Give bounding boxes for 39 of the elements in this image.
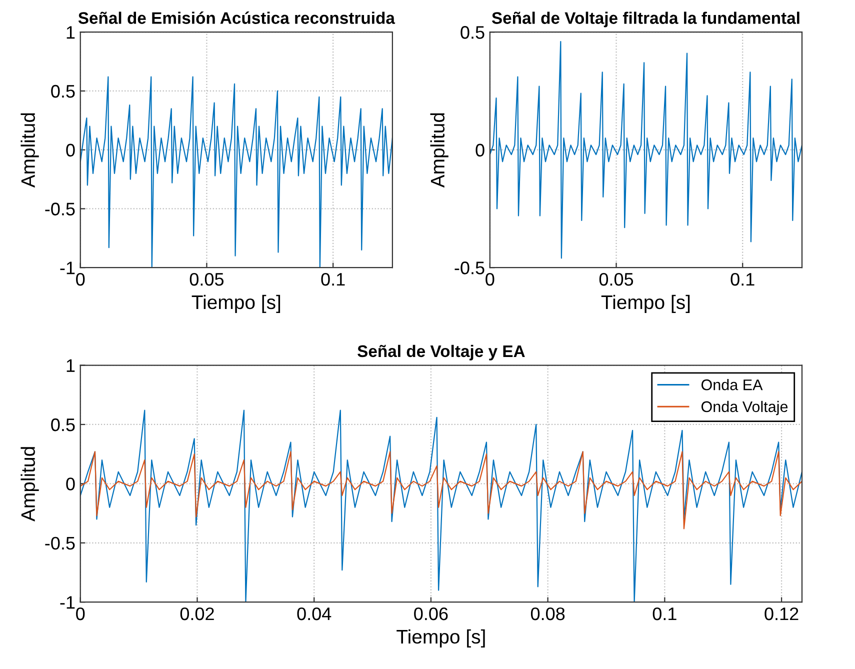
legend-label: Onda EA: [701, 379, 763, 390]
y-tick-label: -0.5: [45, 536, 75, 550]
x-tick-label: 0.1: [730, 272, 754, 286]
y-tick-label: 0: [66, 478, 75, 490]
legend-label: Onda Voltaje: [701, 400, 788, 416]
y-tick-label: 1: [66, 359, 75, 372]
y-tick-label: -0.5: [45, 202, 75, 216]
x-axis-title: Tiempo [s]: [396, 629, 485, 648]
x-tick-label: 0.08: [530, 607, 565, 620]
chart-title: Señal de Voltaje filtrada la fundamental: [492, 12, 800, 28]
line-series: [490, 40, 802, 259]
x-tick-label: 0: [76, 607, 85, 620]
y-tick-label: 0: [476, 144, 484, 157]
y-tick-label: -1: [60, 262, 75, 274]
x-tick-label: 0: [486, 272, 494, 286]
x-axis-title: Tiempo [s]: [601, 294, 690, 313]
chart-title: Señal de Emisión Acústica reconstruida: [78, 12, 396, 24]
y-tick-label: 0.5: [51, 418, 75, 432]
y-axis-title: Amplitud: [430, 113, 448, 188]
x-tick-label: 0.04: [297, 607, 332, 620]
x-tick-label: 0.02: [180, 607, 214, 620]
x-tick-label: 0.12: [764, 607, 798, 620]
line-series: [80, 451, 802, 530]
y-tick-label: 0: [66, 144, 75, 157]
x-tick-label: 0.1: [652, 607, 676, 620]
x-tick-label: 0.06: [414, 607, 448, 620]
x-axis-title: Tiempo [s]: [192, 294, 280, 313]
y-tick-label: 0.5: [51, 84, 75, 98]
y-axis-title: Amplitud: [20, 113, 39, 188]
x-tick-label: 0.05: [599, 272, 634, 286]
y-tick-label: -1: [60, 596, 75, 609]
x-tick-label: 0.1: [321, 272, 345, 286]
chart-title: Señal de Voltaje y EA: [358, 344, 525, 360]
y-tick-label: 0.5: [460, 26, 484, 39]
y-tick-label: 1: [66, 26, 75, 39]
x-tick-label: 0: [76, 272, 85, 286]
y-axis-title: Amplitud: [20, 447, 39, 522]
y-tick-label: -0.5: [454, 262, 484, 274]
x-tick-label: 0.05: [190, 272, 224, 286]
